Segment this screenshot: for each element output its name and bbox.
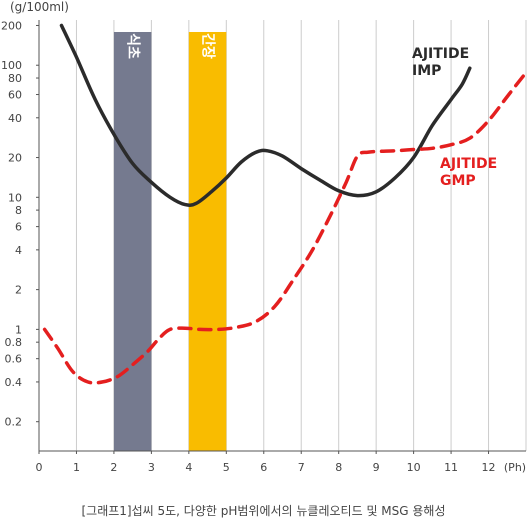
x-tick-label: 0 (36, 461, 43, 474)
y-tick-label: 200 (1, 19, 22, 32)
y-tick-label: 2 (15, 284, 22, 297)
series-line-ajitide-imp (59, 23, 472, 207)
x-tick-label: 5 (223, 461, 230, 474)
series-label-ajitide-gmp: GMP (440, 173, 476, 189)
y-tick-label: 4 (15, 244, 22, 257)
y-tick-label: 20 (8, 152, 22, 165)
y-tick-label: 6 (15, 221, 22, 234)
y-tick-label: 0.8 (5, 336, 23, 349)
x-tick-label: 6 (260, 461, 267, 474)
y-tick-label: 10 (8, 191, 22, 204)
band-1 (113, 32, 152, 451)
band-2 (188, 32, 227, 451)
x-tick-label: 10 (407, 461, 421, 474)
band-label-1: 식초 (125, 33, 141, 59)
y-tick-label: 0.4 (5, 376, 23, 389)
y-tick-label: 1 (15, 323, 22, 336)
x-tick-label: 9 (373, 461, 380, 474)
y-tick-label: 0.2 (5, 416, 23, 429)
x-tick-label: 3 (148, 461, 155, 474)
x-tick-label: 4 (185, 461, 192, 474)
series-line-ajitide-gmp (42, 70, 527, 385)
band-label-2: 간장 (200, 33, 217, 59)
y-tick-label: 60 (8, 89, 22, 102)
x-tick-label: 7 (298, 461, 305, 474)
series-label-ajitide-gmp: AJITIDE (440, 156, 497, 172)
y-tick-label: 0.6 (5, 353, 23, 366)
series-label-ajitide-imp: IMP (412, 63, 441, 79)
x-tick-label: 12 (482, 461, 496, 474)
x-tick-label: 1 (73, 461, 80, 474)
y-tick-label: 8 (15, 204, 22, 217)
y-tick-label: 40 (8, 112, 22, 125)
chart-caption: [그래프1]섭씨 5도, 다양한 pH범위에서의 뉴클레오티드 및 MSG 용해… (81, 504, 446, 518)
x-tick-label: 11 (444, 461, 458, 474)
y-tick-label: 100 (1, 59, 22, 72)
series-label-ajitide-imp: AJITIDE (412, 46, 469, 62)
x-axis-unit: (Ph) (504, 461, 526, 474)
x-tick-label: 2 (110, 461, 117, 474)
y-axis-unit: (g/100ml) (10, 0, 69, 14)
x-tick-label: 8 (335, 461, 342, 474)
y-tick-label: 80 (8, 72, 22, 85)
